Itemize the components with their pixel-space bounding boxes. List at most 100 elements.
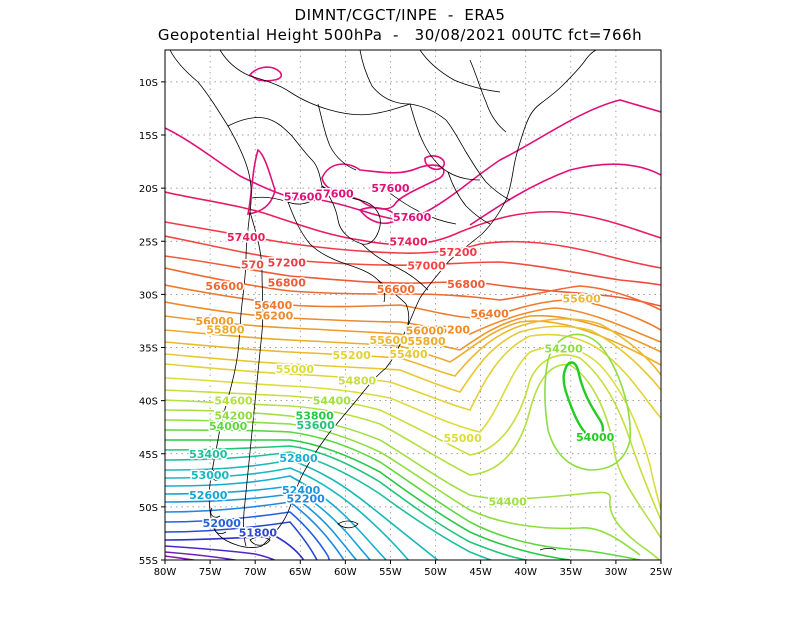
contour-label: 54200 (544, 343, 583, 356)
contour-56000 (165, 314, 661, 353)
border-brazil-internal-6 (419, 50, 501, 93)
contour-52800 (165, 475, 388, 560)
contour-52200 (165, 501, 345, 560)
tick-label-lon: 25W (650, 567, 673, 578)
contour-55200 (165, 333, 661, 419)
contour-57600-cell-south (358, 206, 399, 225)
tick-label-lat: 15S (139, 131, 158, 142)
contour-52600 (165, 485, 372, 560)
border-paraguay (321, 185, 381, 245)
contour-51000 (165, 555, 199, 560)
contour-label: 54000 (576, 431, 615, 444)
tick-label-lat: 50S (139, 503, 158, 514)
tick-label-lat: 30S (139, 290, 158, 301)
contour-label: 54400 (313, 395, 352, 408)
border-argentina-north (287, 201, 386, 303)
contour-54400 (165, 409, 661, 560)
contour-label: 57400 (389, 235, 428, 248)
contour-53200 (165, 459, 439, 560)
contour-label: 52800 (279, 452, 318, 465)
contour-53800 (165, 439, 571, 560)
contour-label: 56200 (432, 323, 471, 336)
border-bolivia-south (251, 185, 323, 205)
contour-label: 52200 (287, 492, 326, 505)
contour-55000 (165, 345, 661, 511)
contour-label: 53800 (296, 410, 335, 423)
contour-label: 54400 (489, 496, 528, 509)
tick-label-lat: 40S (139, 397, 158, 408)
tick-label-lon: 70W (244, 567, 267, 578)
contour-54200-closed (544, 333, 632, 471)
contour-label: 56600 (205, 280, 244, 293)
contour-label: 55200 (333, 349, 372, 362)
contour-53000 (165, 467, 410, 560)
contour-label: 56200 (255, 310, 294, 323)
tick-label-lat: 10S (139, 78, 158, 89)
contour-label: 57200 (439, 246, 478, 259)
contour-label: 53400 (189, 448, 228, 461)
contour-label: 51800 (239, 526, 278, 539)
tick-label-lon: 55W (379, 567, 402, 578)
tick-label-lon: 30W (605, 567, 628, 578)
tick-label-lat: 35S (139, 344, 158, 355)
contour-label: 53000 (191, 469, 230, 482)
contour-label: 57600 (284, 191, 323, 204)
tick-label-lon: 35W (560, 567, 583, 578)
contour-label: 57200 (268, 257, 307, 270)
border-brazil-west (219, 50, 411, 116)
falklands (337, 520, 359, 529)
contour-52000 (165, 511, 331, 560)
contour-label: 56000 (195, 315, 234, 328)
title-line-1: DIMNT/CGCT/INPE - ERA5 (294, 6, 506, 24)
title-line-2: Geopotential Height 500hPa - 30/08/2021 … (157, 26, 643, 44)
contour-57600-east (469, 163, 661, 226)
contour-label: 57400 (227, 231, 266, 244)
contour-53600 (165, 445, 532, 560)
contour-label: 52400 (282, 484, 321, 497)
tierra-del-fuego (249, 536, 271, 546)
contour-label: 54000 (209, 420, 248, 433)
contour-label: 56800 (447, 278, 486, 291)
tick-label-lat: 25S (139, 237, 158, 248)
border-brazil-internal-5 (447, 171, 491, 225)
tick-label-lon: 75W (199, 567, 222, 578)
contour-51800 (165, 521, 318, 560)
border-brazil-internal-2 (409, 103, 481, 181)
contour-56600 (165, 267, 661, 311)
contour-label: 57600 (393, 211, 432, 224)
coast-pacific (169, 50, 263, 548)
contour-label: 56400 (254, 299, 293, 312)
tick-label-lon: 80W (154, 567, 177, 578)
contour-label: 57600 (371, 182, 410, 195)
contour-56200 (165, 301, 661, 343)
contour-56400 (165, 284, 661, 331)
contour-53400 (165, 451, 494, 560)
coast-atlantic (261, 50, 597, 547)
border-uruguay (377, 279, 410, 335)
contour-57200 (165, 221, 661, 269)
contour-label: 55800 (407, 335, 446, 348)
border-brazil-internal-8 (361, 243, 429, 291)
border-chile-argentina (243, 211, 264, 547)
border-bolivia-north (227, 117, 323, 187)
contour-label: 55800 (206, 323, 245, 336)
contour-54800 (165, 354, 661, 521)
contour-label: 55000 (276, 363, 315, 376)
border-brazil-internal-3 (465, 151, 511, 201)
tick-label-lon: 45W (469, 567, 492, 578)
contour-label: 56600 (377, 283, 416, 296)
contour-label: 53600 (296, 419, 335, 432)
tick-label-lon: 50W (424, 567, 447, 578)
geopotential-contours (165, 66, 661, 560)
contour-label: 52000 (203, 517, 242, 530)
axis-ticks: 80W 75W 70W 65W 60W 55W 50W 45W 40W 35W 30W 25W 10S 1… (139, 78, 672, 578)
contour-55600 (165, 318, 661, 377)
contour-54200-open (165, 419, 641, 556)
contour-label: 57600 (315, 187, 354, 200)
contour-54000-open (165, 429, 641, 560)
tick-label-lat: 20S (139, 184, 158, 195)
contour-56800 (165, 255, 661, 307)
contour-label: 570 (241, 259, 264, 272)
south-georgia (539, 548, 557, 551)
